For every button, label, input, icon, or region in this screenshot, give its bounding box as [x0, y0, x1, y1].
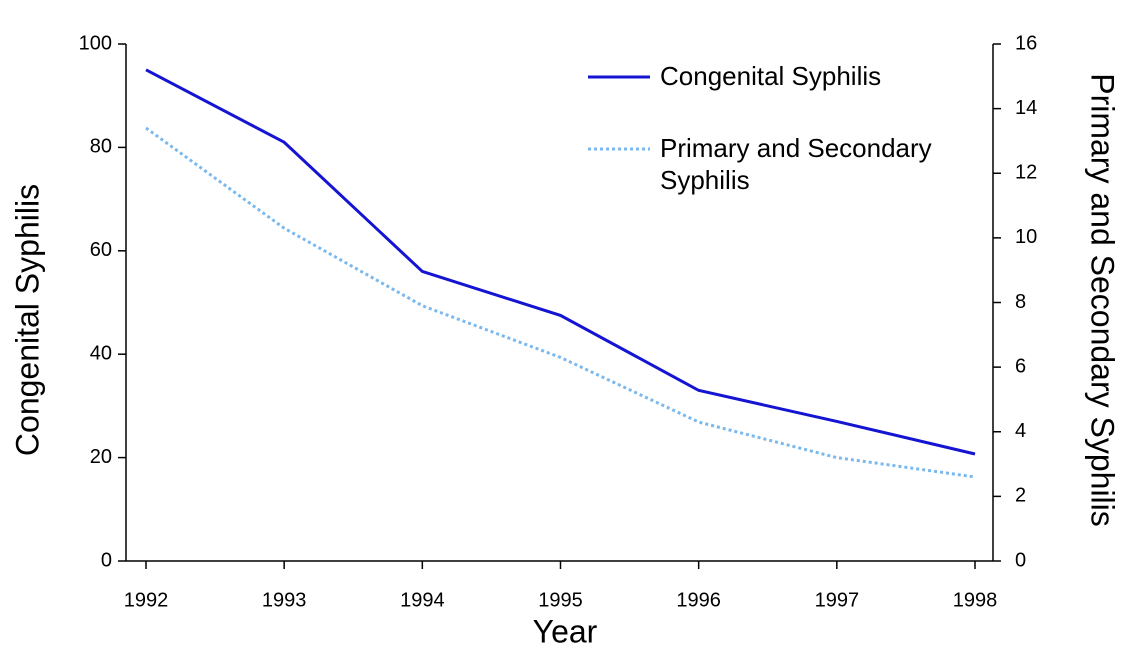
- y2-tick-label: 4: [1015, 420, 1026, 442]
- y-tick-label: 60: [90, 239, 112, 261]
- y2-tick-label: 0: [1015, 549, 1026, 571]
- y2-tick-label: 10: [1015, 226, 1037, 248]
- x-tick-label: 1998: [953, 589, 998, 611]
- x-tick-label: 1996: [676, 589, 721, 611]
- y-tick-label: 80: [90, 136, 112, 158]
- series-line: [145, 126, 976, 479]
- x-tick-label: 1994: [400, 589, 445, 611]
- y-tick-label: 0: [101, 549, 112, 571]
- y-tick-label: 100: [79, 32, 112, 54]
- x-tick-label: 1997: [815, 589, 860, 611]
- y-tick-label: 40: [90, 342, 112, 364]
- legend-label: Primary and Secondary Syphilis: [660, 133, 932, 195]
- y2-tick-label: 2: [1015, 485, 1026, 507]
- legend-label: Congenital Syphilis: [660, 61, 882, 91]
- x-axis-label: Year: [533, 613, 598, 649]
- y2-axis-label: Primary and Secondary Syphilis: [1085, 73, 1121, 527]
- y2-tick-label: 12: [1015, 162, 1037, 184]
- y-axis-label: Congenital Syphilis: [9, 184, 45, 456]
- y2-tick-label: 8: [1015, 291, 1026, 313]
- x-tick-label: 1995: [538, 589, 583, 611]
- y2-tick-label: 16: [1015, 32, 1037, 54]
- series-line: [145, 68, 976, 456]
- y2-tick-label: 14: [1015, 97, 1037, 119]
- y2-tick-label: 6: [1015, 355, 1026, 377]
- y-tick-label: 20: [90, 446, 112, 468]
- x-tick-label: 1992: [124, 589, 169, 611]
- x-tick-label: 1993: [262, 589, 307, 611]
